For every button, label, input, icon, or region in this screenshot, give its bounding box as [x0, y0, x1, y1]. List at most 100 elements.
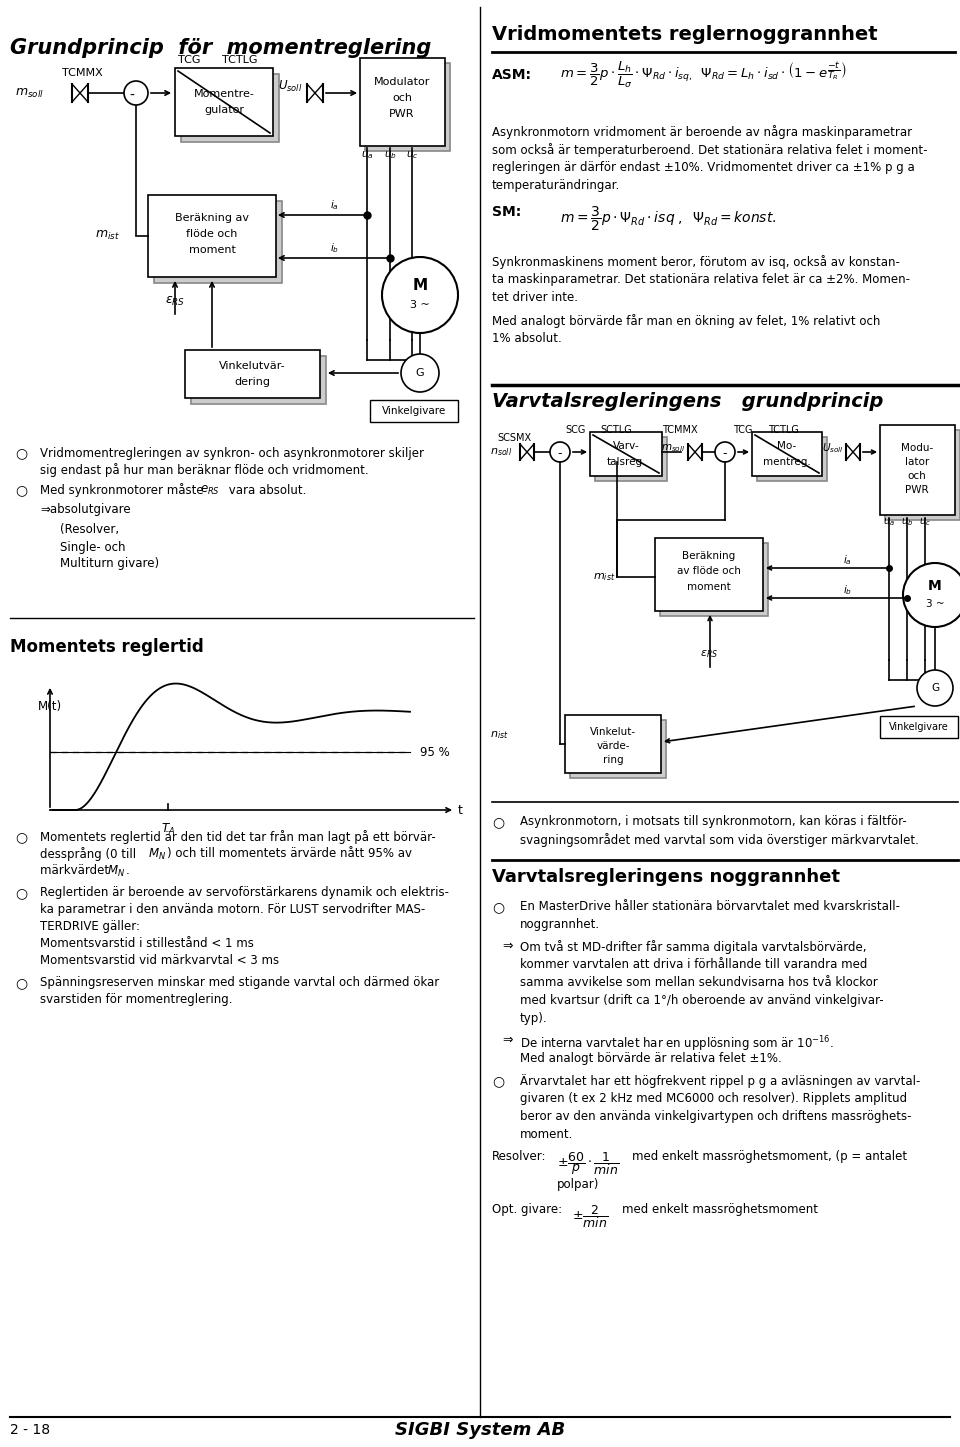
Text: ○: ○ — [15, 886, 27, 900]
Circle shape — [401, 355, 439, 392]
Text: .: . — [126, 864, 130, 877]
Text: $U_{soll}$: $U_{soll}$ — [822, 441, 844, 454]
Text: TCTLG: TCTLG — [768, 425, 799, 436]
Text: moment: moment — [687, 582, 731, 592]
Text: G: G — [931, 683, 939, 693]
Text: ⇒: ⇒ — [502, 1035, 513, 1048]
Text: -: - — [130, 90, 134, 103]
Text: M: M — [413, 278, 427, 292]
Text: M(t): M(t) — [38, 700, 62, 713]
Text: Mo-: Mo- — [778, 441, 797, 451]
Text: Momentets reglertid är den tid det tar från man lagt på ett börvär-: Momentets reglertid är den tid det tar f… — [40, 831, 436, 844]
Bar — [370, 399, 458, 423]
Text: ⇒: ⇒ — [502, 941, 513, 954]
Text: PWR: PWR — [905, 485, 929, 495]
Text: Multiturn givare): Multiturn givare) — [60, 557, 159, 570]
Text: $i_a$: $i_a$ — [330, 198, 339, 211]
Text: Momentets reglertid: Momentets reglertid — [10, 638, 204, 655]
Text: SCG: SCG — [565, 425, 586, 436]
Text: dering: dering — [234, 378, 270, 386]
Text: $m=\dfrac{3}{2}p\cdot\dfrac{L_h}{L_\sigma}\cdot\Psi_{Rd}\cdot i_{sq,}\;\;\Psi_{R: $m=\dfrac{3}{2}p\cdot\dfrac{L_h}{L_\sigm… — [560, 59, 847, 90]
Text: $m_{ist}$: $m_{ist}$ — [95, 229, 120, 242]
Text: $m_{ist}$: $m_{ist}$ — [592, 572, 615, 583]
Text: och: och — [907, 472, 926, 480]
Text: ○: ○ — [15, 446, 27, 460]
Text: Beräkning av: Beräkning av — [175, 213, 249, 223]
Text: tet driver inte.: tet driver inte. — [492, 291, 578, 304]
Text: -: - — [557, 447, 562, 460]
Text: $i_b$: $i_b$ — [330, 242, 339, 255]
Text: G: G — [416, 368, 424, 378]
Bar — [885, 430, 960, 519]
Text: svagningsområdet med varvtal som vida överstiger märkvarvtalet.: svagningsområdet med varvtal som vida öv… — [520, 833, 919, 846]
Text: $i_a$: $i_a$ — [843, 553, 852, 567]
Circle shape — [124, 81, 148, 106]
Text: med kvartsur (drift ca 1°/h oberoende av använd vinkelgivar-: med kvartsur (drift ca 1°/h oberoende av… — [520, 994, 883, 1007]
Bar — [880, 716, 958, 738]
Text: regleringen är därför endast ±10%. Vridmomentet driver ca ±1% p g a: regleringen är därför endast ±10%. Vridm… — [492, 161, 915, 174]
Text: Ärvarvtalet har ett högfrekvent rippel p g a avläsningen av varvtal-: Ärvarvtalet har ett högfrekvent rippel p… — [520, 1074, 921, 1088]
Text: Vinkelgivare: Vinkelgivare — [889, 722, 948, 732]
Text: noggrannhet.: noggrannhet. — [520, 917, 600, 930]
Text: ka parametrar i den använda motorn. För LUST servodrifter MAS-: ka parametrar i den använda motorn. För … — [40, 903, 425, 916]
Text: ○: ○ — [15, 483, 27, 496]
Text: 2 - 18: 2 - 18 — [10, 1422, 50, 1437]
Bar — [181, 74, 279, 142]
Text: beror av den använda vinkelgivartypen och driftens massröghets-: beror av den använda vinkelgivartypen oc… — [520, 1110, 911, 1123]
Text: flöde och: flöde och — [186, 229, 238, 239]
Text: $u_a$: $u_a$ — [883, 517, 895, 528]
Text: TERDRIVE gäller:: TERDRIVE gäller: — [40, 920, 140, 933]
Text: SCSMX: SCSMX — [497, 433, 531, 443]
Text: värde-: värde- — [596, 741, 630, 751]
Text: märkvärdet: märkvärdet — [40, 864, 113, 877]
Text: lator: lator — [905, 457, 929, 467]
Circle shape — [382, 258, 458, 333]
Text: Vinkelut-: Vinkelut- — [590, 726, 636, 737]
Text: PWR: PWR — [389, 109, 415, 119]
Text: $\varepsilon_{RS}$: $\varepsilon_{RS}$ — [700, 648, 718, 660]
Text: Vridmomentets reglernoggrannhet: Vridmomentets reglernoggrannhet — [492, 25, 877, 43]
Text: talsreg.: talsreg. — [607, 457, 646, 467]
Text: Vridmomentregleringen av synkron- och asynkronmotorer skiljer: Vridmomentregleringen av synkron- och as… — [40, 447, 424, 460]
Text: Modu-: Modu- — [900, 443, 933, 453]
Text: moment: moment — [188, 245, 235, 255]
Text: Opt. givare:: Opt. givare: — [492, 1202, 563, 1215]
Text: TCG: TCG — [733, 425, 753, 436]
Bar — [590, 433, 662, 476]
Text: ta maskinparametrar. Det stationära relativa felet är ca ±2%. Momen-: ta maskinparametrar. Det stationära rela… — [492, 273, 910, 287]
Text: ) och till momentets ärvärde nått 95% av: ) och till momentets ärvärde nått 95% av — [167, 846, 412, 860]
Text: Modulator: Modulator — [373, 77, 430, 87]
Text: SIGBI System AB: SIGBI System AB — [395, 1421, 565, 1438]
Text: $m_{soll}$: $m_{soll}$ — [15, 87, 44, 100]
Text: $\varepsilon_{RS}$: $\varepsilon_{RS}$ — [165, 295, 185, 308]
Text: 3 ~: 3 ~ — [410, 300, 430, 310]
Text: TCMMX: TCMMX — [662, 425, 698, 436]
Text: $u_c$: $u_c$ — [919, 517, 931, 528]
Text: 3 ~: 3 ~ — [925, 599, 945, 609]
Text: typ).: typ). — [520, 1011, 547, 1024]
Circle shape — [903, 563, 960, 627]
Text: med enkelt massröghetsmoment, (p = antalet: med enkelt massröghetsmoment, (p = antal… — [632, 1150, 907, 1163]
Text: En MasterDrive håller stationära börvarvtalet med kvarskristall-: En MasterDrive håller stationära börvarv… — [520, 900, 900, 913]
Text: Resolver:: Resolver: — [492, 1150, 546, 1163]
Text: Vinkelgivare: Vinkelgivare — [382, 407, 446, 415]
Bar — [148, 195, 276, 276]
Text: TCG: TCG — [178, 55, 201, 65]
Text: Grundprincip  för  momentreglering: Grundprincip för momentreglering — [10, 38, 431, 58]
Text: $m_{soll}$: $m_{soll}$ — [661, 443, 685, 454]
Bar — [595, 437, 667, 480]
Bar — [154, 201, 282, 284]
Text: Beräkning: Beräkning — [683, 551, 735, 561]
Text: De interna varvtalet har en upplösning som är $10^{-16}$.: De interna varvtalet har en upplösning s… — [520, 1035, 834, 1053]
Text: Momentsvarstid i stillestånd < 1 ms: Momentsvarstid i stillestånd < 1 ms — [40, 938, 253, 951]
Bar — [757, 437, 827, 480]
Text: $U_{soll}$: $U_{soll}$ — [278, 78, 302, 94]
Text: samma avvikelse som mellan sekundvisarna hos två klockor: samma avvikelse som mellan sekundvisarna… — [520, 975, 877, 988]
Text: Momentre-: Momentre- — [194, 90, 254, 98]
Text: $u_c$: $u_c$ — [406, 149, 419, 161]
Text: sig endast på hur man beräknar flöde och vridmoment.: sig endast på hur man beräknar flöde och… — [40, 463, 369, 478]
Text: och: och — [392, 93, 412, 103]
Text: ○: ○ — [15, 975, 27, 990]
Text: Spänningsreserven minskar med stigande varvtal och därmed ökar: Spänningsreserven minskar med stigande v… — [40, 975, 440, 988]
Text: $u_b$: $u_b$ — [384, 149, 396, 161]
